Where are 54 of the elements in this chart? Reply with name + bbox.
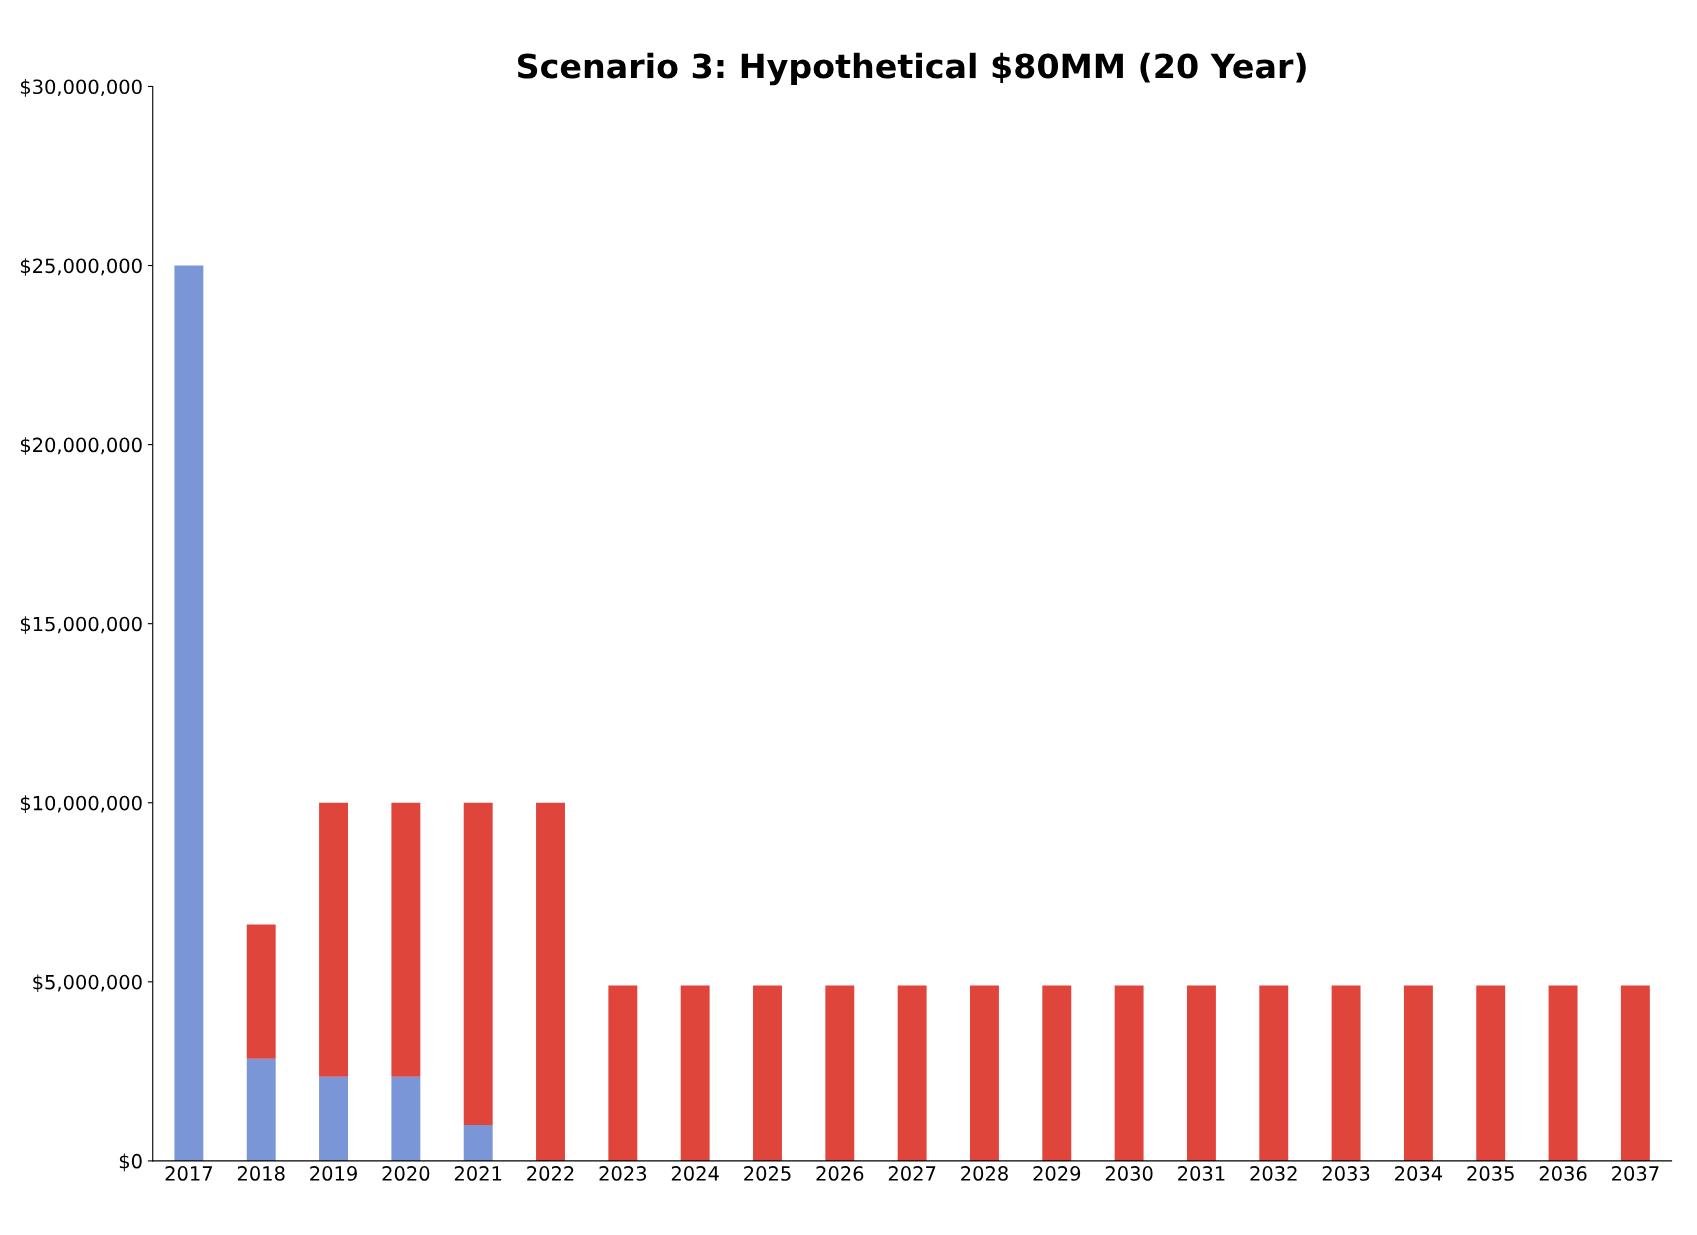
y-tick-label: $15,000,000 [20, 616, 142, 634]
x-tick-label: 2021 [454, 1166, 502, 1181]
x-tick-label: 2031 [1178, 1166, 1225, 1181]
x-tick-label: 2029 [1033, 1166, 1081, 1181]
x-tick-label: 2036 [1539, 1166, 1587, 1181]
x-tick-label: 2020 [382, 1166, 430, 1181]
bar [319, 1076, 349, 1161]
x-tick-label: 2032 [1250, 1166, 1297, 1181]
y-tick-label: $30,000,000 [20, 79, 142, 97]
x-tick-label: 2034 [1395, 1166, 1443, 1181]
bar [1042, 985, 1072, 1161]
x-tick-label: 2037 [1612, 1166, 1659, 1181]
bar [463, 802, 493, 1126]
bar [463, 1125, 493, 1161]
bar [608, 985, 638, 1161]
bar [680, 985, 710, 1161]
bar [319, 802, 349, 1077]
bar [1186, 985, 1216, 1161]
bar [753, 985, 782, 1161]
bar [391, 802, 421, 1077]
x-tick-label: 2017 [165, 1166, 212, 1181]
x-tick-label: 2030 [1105, 1166, 1153, 1181]
x-tick-label: 2026 [816, 1166, 864, 1181]
bar [897, 985, 927, 1161]
x-tick-label: 2024 [671, 1166, 719, 1181]
x-tick-label: 2027 [888, 1166, 936, 1181]
bar [1331, 985, 1361, 1161]
bar [391, 1076, 421, 1161]
bar [1403, 985, 1433, 1161]
x-tick-label: 2028 [961, 1166, 1008, 1181]
bar [174, 265, 204, 1161]
bar [1259, 985, 1289, 1161]
bar [536, 802, 565, 1161]
x-tick-label: 2035 [1467, 1166, 1514, 1181]
bar [1620, 985, 1650, 1161]
x-tick-label: 2022 [527, 1166, 574, 1181]
y-tick-label: $5,000,000 [33, 974, 142, 993]
bar [1114, 985, 1144, 1161]
x-tick-label: 2018 [237, 1166, 285, 1181]
x-tick-label: 2019 [310, 1166, 357, 1181]
bar [970, 985, 999, 1161]
y-tick-label: $20,000,000 [20, 437, 142, 455]
bar [1548, 985, 1578, 1161]
y-tick-label: $0 [119, 1153, 142, 1172]
x-tick-label: 2023 [599, 1166, 647, 1181]
x-tick-label: 2033 [1322, 1166, 1370, 1181]
y-tick-label: $10,000,000 [20, 795, 142, 813]
bar [1476, 985, 1506, 1161]
y-tick-label: $25,000,000 [20, 258, 142, 276]
bar [246, 924, 276, 1059]
bar [246, 1058, 276, 1161]
chart-title: Scenario 3: Hypothetical $80MM (20 Year) [518, 52, 1306, 86]
bar [825, 985, 855, 1161]
x-tick-label: 2025 [744, 1166, 791, 1181]
